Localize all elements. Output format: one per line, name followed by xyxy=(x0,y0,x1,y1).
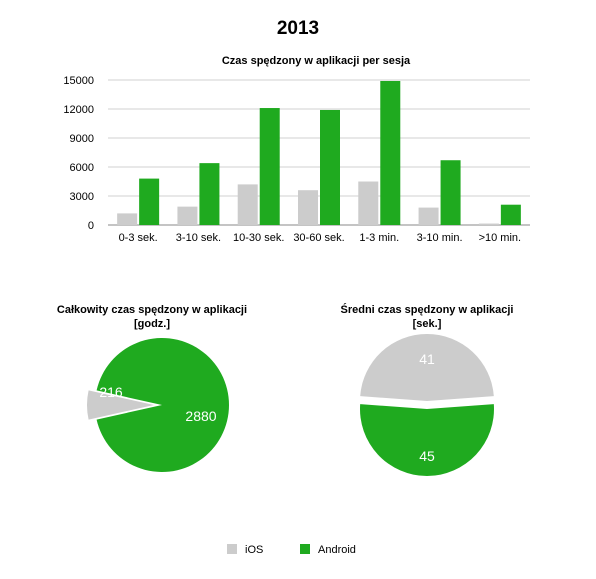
bar-ios xyxy=(117,213,138,225)
y-tick-label: 3000 xyxy=(70,191,94,203)
bar-android xyxy=(139,178,160,225)
bar-ios xyxy=(298,190,318,225)
pie-slice-android xyxy=(360,404,495,477)
bar-ios xyxy=(358,181,379,225)
y-tick-label: 15000 xyxy=(63,75,94,87)
pie-label-ios: 41 xyxy=(419,351,435,367)
bar-chart-bars xyxy=(117,80,521,225)
pie2-slices: 41 45 xyxy=(360,334,495,477)
bar-chart: Czas spędzony w aplikacji per sesja 0 300… xyxy=(63,55,530,244)
x-tick-label: 3-10 min. xyxy=(417,232,463,244)
bar-ios xyxy=(237,184,258,225)
pie1-slices: 216 2880 xyxy=(87,337,230,472)
pie1-title-line1: Całkowity czas spędzony w aplikacji xyxy=(57,304,247,316)
x-tick-label: 0-3 sek. xyxy=(119,232,158,244)
x-tick-label: 3-10 sek. xyxy=(176,232,221,244)
legend-swatch-ios xyxy=(227,544,237,554)
bar-chart-title: Czas spędzony w aplikacji per sesja xyxy=(222,55,411,67)
pie-slice-ios xyxy=(360,334,494,401)
pie-label-android: 45 xyxy=(419,448,435,464)
x-tick-label: 1-3 min. xyxy=(359,232,399,244)
x-tick-label: >10 min. xyxy=(479,232,522,244)
bar-chart-y-axis: 0 3000 6000 9000 12000 15000 xyxy=(63,75,94,232)
pie-label-ios: 216 xyxy=(99,384,123,400)
legend: iOS Android xyxy=(227,544,356,556)
y-tick-label: 12000 xyxy=(63,104,94,116)
bar-chart-grid xyxy=(108,79,530,226)
bar-ios xyxy=(478,223,499,225)
legend-swatch-android xyxy=(300,544,310,554)
pie-chart-total-time: Całkowity czas spędzony w aplikacji [god… xyxy=(57,304,247,472)
bar-chart-x-axis: 0-3 sek. 3-10 sek. 10-30 sek. 30-60 sek. 1-3… xyxy=(119,232,522,244)
bar-android xyxy=(199,163,220,225)
pie-slice-ios xyxy=(87,390,154,420)
pie2-title-line1: Średni czas spędzony w aplikacji xyxy=(340,303,513,316)
bar-ios xyxy=(418,207,439,225)
bar-android xyxy=(320,109,340,225)
pie-label-android: 2880 xyxy=(185,408,216,424)
pie-slice-android xyxy=(96,337,230,472)
bar-android xyxy=(440,160,461,225)
legend-label-ios: iOS xyxy=(245,544,263,556)
bar-android xyxy=(380,80,401,225)
pie2-title-line2: [sek.] xyxy=(413,318,442,330)
bar-android xyxy=(500,204,521,225)
legend-label-android: Android xyxy=(318,544,356,556)
y-tick-label: 6000 xyxy=(70,162,94,174)
y-tick-label: 9000 xyxy=(70,133,94,145)
bar-ios xyxy=(177,206,198,225)
y-tick-label: 0 xyxy=(88,220,94,232)
x-tick-label: 30-60 sek. xyxy=(293,232,344,244)
pie-chart-average-time: Średni czas spędzony w aplikacji [sek.] … xyxy=(340,303,514,477)
page-title: 2013 xyxy=(277,18,319,39)
bar-android xyxy=(259,108,280,225)
x-tick-label: 10-30 sek. xyxy=(233,232,284,244)
pie1-title-line2: [godz.] xyxy=(134,318,170,330)
